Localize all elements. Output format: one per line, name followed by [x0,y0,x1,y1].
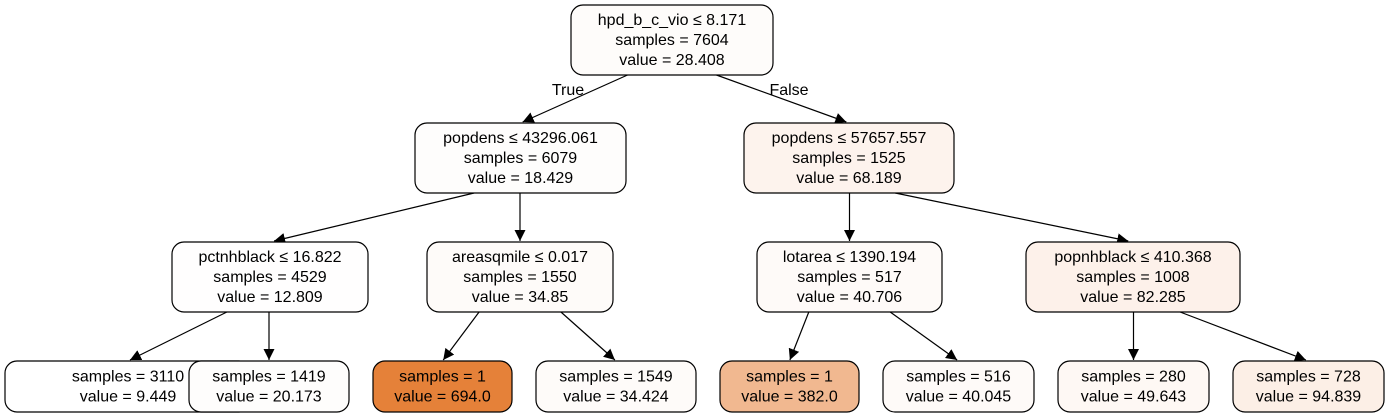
node-split-text: pctnhblack ≤ 16.822 [198,249,341,266]
edge-n3-n7 [129,311,228,361]
node-box [743,122,955,194]
node-samples-text: samples = 1550 [463,269,577,286]
node-box [188,360,350,413]
node-samples-text: samples = 728 [1256,369,1361,386]
node-samples-text: samples = 1419 [212,369,326,386]
tree-node-n10: samples = 1549 value = 34.424 [535,360,697,413]
tree-node-n14: samples = 728 value = 94.839 [1232,360,1385,413]
node-box [882,360,1035,413]
edge-n4-n9 [442,311,480,361]
edge-n0-n2: False [716,74,847,124]
tree-node-n9: samples = 1 value = 694.0 [372,360,513,413]
node-value-text: value = 40.045 [906,389,1012,406]
node-value-text: value = 382.0 [741,389,838,406]
node-box [1232,360,1385,413]
node-value-text: value = 49.643 [1081,389,1187,406]
node-box [756,241,943,313]
node-samples-text: samples = 517 [797,269,902,286]
node-box [719,360,860,413]
node-value-text: value = 28.408 [619,52,725,69]
edge-n5-n11 [788,311,810,361]
node-value-text: value = 34.424 [563,389,669,406]
node-value-text: value = 40.706 [797,289,903,306]
node-box [1057,360,1210,413]
node-value-text: value = 20.173 [216,389,322,406]
node-samples-text: samples = 7604 [615,32,729,49]
node-box [426,241,614,313]
node-split-text: popnhblack ≤ 410.368 [1054,249,1211,266]
node-samples-text: samples = 1549 [559,369,673,386]
edge-label-false: False [769,82,808,99]
tree-node-n5: lotarea ≤ 1390.194 samples = 517 value = 4… [756,241,943,313]
tree-node-n6: popnhblack ≤ 410.368 samples = 1008 value … [1025,241,1241,313]
node-samples-text: samples = 1 [746,369,833,386]
node-value-text: value = 12.809 [217,289,323,306]
node-value-text: value = 18.429 [468,170,574,187]
tree-node-n13: samples = 280 value = 49.643 [1057,360,1210,413]
nodes: hpd_b_c_vio ≤ 8.171 samples = 7604 value =… [4,4,1385,413]
node-value-text: value = 68.189 [796,170,902,187]
tree-node-n4: areasqmile ≤ 0.017 samples = 1550 value = … [426,241,614,313]
tree-node-n1: popdens ≤ 43296.061 samples = 6079 value =… [414,122,627,194]
node-split-text: popdens ≤ 43296.061 [443,130,598,147]
tree-node-n8: samples = 1419 value = 20.173 [188,360,350,413]
edges: True False [129,74,1307,362]
node-box [570,4,774,76]
node-split-text: areasqmile ≤ 0.017 [452,249,588,266]
tree-node-n2: popdens ≤ 57657.557 samples = 1525 value =… [743,122,955,194]
tree-node-n3: pctnhblack ≤ 16.822 samples = 4529 value =… [171,241,369,313]
edge-label-true: True [552,82,584,99]
node-samples-text: samples = 1 [399,369,486,386]
node-box [1025,241,1241,313]
tree-node-n11: samples = 1 value = 382.0 [719,360,860,413]
node-samples-text: samples = 1008 [1076,269,1190,286]
node-value-text: value = 82.285 [1080,289,1186,306]
node-box [171,241,369,313]
edge-n1-n3 [273,192,475,244]
node-samples-text: samples = 280 [1081,369,1186,386]
node-box [535,360,697,413]
node-box [372,360,513,413]
tree-node-n0: hpd_b_c_vio ≤ 8.171 samples = 7604 value =… [570,4,774,76]
node-samples-text: samples = 516 [906,369,1011,386]
edge-n4-n10 [560,311,616,361]
node-box [414,122,627,194]
node-value-text: value = 94.839 [1256,389,1362,406]
node-value-text: value = 9.449 [80,389,177,406]
node-split-text: lotarea ≤ 1390.194 [783,249,916,266]
node-value-text: value = 34.85 [472,289,569,306]
node-samples-text: samples = 1525 [792,150,906,167]
node-split-text: hpd_b_c_vio ≤ 8.171 [598,12,747,29]
edge-n2-n6 [895,192,1129,245]
node-samples-text: samples = 3110 [72,369,184,386]
node-samples-text: samples = 6079 [464,150,578,167]
tree-node-n12: samples = 516 value = 40.045 [882,360,1035,413]
node-split-text: popdens ≤ 57657.557 [772,130,927,147]
node-samples-text: samples = 4529 [213,269,327,286]
edge-n5-n12 [889,311,958,361]
edge-n6-n14 [1179,311,1307,362]
node-value-text: value = 694.0 [394,389,491,406]
edge-n0-n1: True [522,74,628,123]
